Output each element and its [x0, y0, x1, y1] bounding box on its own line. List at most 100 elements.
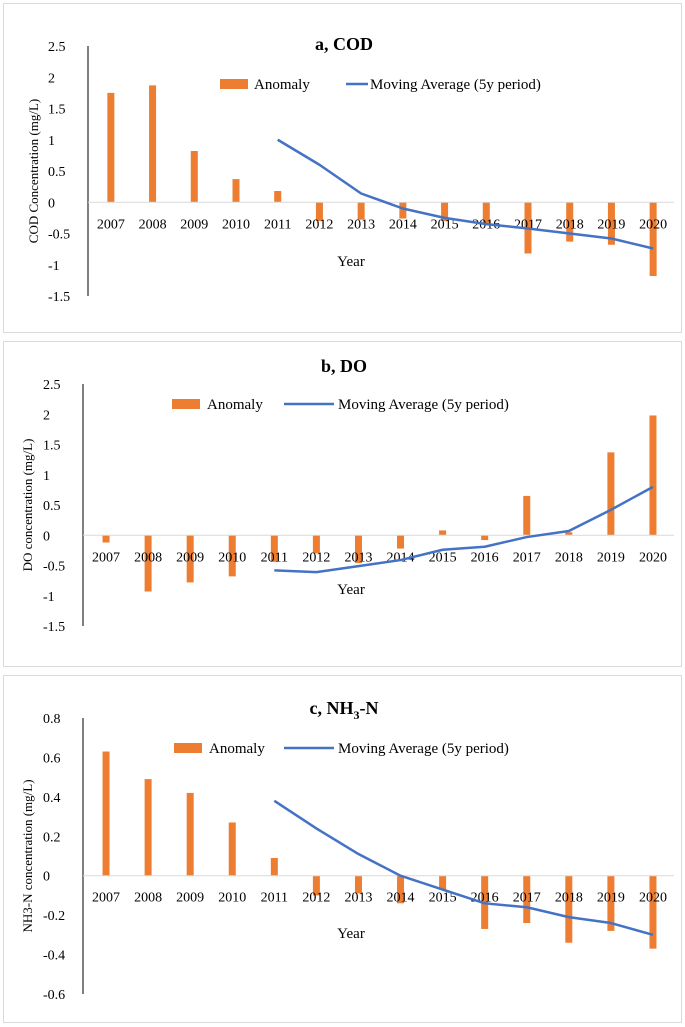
y-tick-label: 0	[43, 529, 50, 544]
x-tick-label: 2007	[97, 217, 125, 232]
x-tick-label: 2020	[639, 217, 667, 232]
y-tick-label: 2	[48, 71, 55, 86]
y-tick-label: 0.6	[43, 751, 61, 766]
anomaly-bar	[190, 151, 198, 203]
y-tick-label: 0.5	[43, 499, 61, 514]
anomaly-bar	[228, 535, 236, 577]
chart-panel-nh3n: c, NH3-N Anomaly Moving Average (5y period…	[3, 675, 682, 1023]
y-tick-label: 0.8	[43, 712, 61, 727]
anomaly-bar	[607, 875, 615, 931]
x-tick-label: 2010	[218, 550, 246, 565]
moving-average-line	[277, 138, 654, 250]
y-tick-label: 0	[43, 870, 50, 885]
anomaly-bar	[149, 85, 157, 203]
x-tick-label: 2018	[556, 217, 584, 232]
x-tick-label: 2019	[597, 550, 625, 565]
anomaly-bar	[107, 92, 115, 203]
x-axis-label: Year	[337, 926, 365, 942]
anomaly-bar	[566, 202, 574, 242]
legend-swatch-anomaly	[174, 743, 202, 753]
anomaly-bar	[649, 202, 657, 276]
x-tick-label: 2010	[218, 891, 246, 906]
x-tick-label: 2010	[222, 217, 250, 232]
legend-swatch-anomaly	[220, 79, 248, 89]
chart-title-subscript: 3	[354, 708, 360, 722]
chart-title: a, COD	[315, 34, 373, 54]
y-tick-label: -0.6	[43, 988, 65, 1003]
y-tick-label: 0.2	[43, 830, 61, 845]
chart-cod: a, COD Anomaly Moving Average (5y period) -…	[26, 34, 674, 305]
legend-label-anomaly: Anomaly	[254, 77, 310, 93]
anomaly-bar	[523, 495, 531, 536]
x-tick-label: 2012	[302, 550, 330, 565]
x-tick-label: 2015	[429, 550, 457, 565]
chart-title: c, NH3-N	[310, 698, 379, 722]
x-tick-label: 2014	[387, 891, 415, 906]
anomaly-bar	[357, 202, 365, 220]
chart-do: b, DO Anomaly Moving Average (5y period) -1…	[20, 356, 674, 635]
anomaly-bar	[186, 535, 194, 583]
x-tick-label: 2018	[555, 891, 583, 906]
y-tick-label: -1	[48, 259, 60, 274]
y-tick-label: 1.5	[43, 439, 61, 454]
moving-average-line	[273, 799, 654, 937]
anomaly-bar	[565, 532, 573, 536]
y-tick-label: 0	[48, 196, 55, 211]
legend-label-moving-average: Moving Average (5y period)	[370, 77, 541, 93]
anomaly-bar	[397, 875, 405, 904]
anomaly-bar	[482, 202, 490, 225]
x-tick-label: 2008	[139, 217, 167, 232]
x-tick-label: 2017	[513, 550, 541, 565]
chart-title-text: a, COD	[315, 34, 373, 54]
chart-panel-do: b, DO Anomaly Moving Average (5y period) -1…	[3, 341, 682, 667]
anomaly-bar	[565, 875, 573, 943]
chart-title-suffix: -N	[360, 698, 379, 718]
anomaly-bar	[102, 751, 110, 876]
anomaly-bar	[144, 535, 152, 592]
y-tick-label: 2.5	[48, 40, 66, 55]
y-tick-label: 1.5	[48, 103, 66, 118]
anomaly-bar	[649, 875, 657, 949]
anomaly-bar	[270, 535, 278, 562]
y-tick-label: -0.4	[43, 949, 65, 964]
anomaly-bar	[649, 415, 657, 536]
anomaly-bar	[312, 535, 320, 554]
y-axis-label: DO concentration (mg/L)	[20, 439, 35, 572]
y-tick-label: -0.2	[43, 909, 65, 924]
y-axis-label: NH3-N concentration (mg/L)	[20, 779, 35, 932]
chart-panel-cod: a, COD Anomaly Moving Average (5y period) -…	[3, 3, 682, 333]
x-tick-label: 2013	[347, 217, 375, 232]
y-tick-label: -1	[43, 590, 55, 605]
x-tick-label: 2019	[597, 217, 625, 232]
anomaly-bar	[399, 202, 407, 219]
anomaly-bar	[102, 535, 110, 543]
y-tick-label: 1	[43, 469, 50, 484]
x-tick-label: 2011	[261, 550, 288, 565]
x-tick-label: 2012	[302, 891, 330, 906]
anomaly-bar	[315, 202, 323, 221]
y-tick-label: 0.4	[43, 791, 61, 806]
anomaly-bar	[186, 792, 194, 876]
x-tick-label: 2015	[429, 891, 457, 906]
anomaly-bar	[439, 530, 447, 536]
x-tick-label: 2008	[134, 550, 162, 565]
x-tick-label: 2020	[639, 891, 667, 906]
anomaly-bar	[607, 452, 615, 536]
anomaly-bar	[274, 191, 282, 203]
y-tick-label: 2	[43, 408, 50, 423]
anomaly-bar	[232, 179, 240, 203]
x-tick-label: 2009	[176, 550, 204, 565]
x-tick-label: 2012	[305, 217, 333, 232]
y-tick-label: 2.5	[43, 378, 61, 393]
chart-title: b, DO	[321, 356, 367, 376]
legend-label-anomaly: Anomaly	[207, 397, 263, 413]
x-tick-label: 2013	[344, 891, 372, 906]
x-tick-label: 2020	[639, 550, 667, 565]
anomaly-bar	[481, 535, 489, 541]
anomaly-bar	[523, 875, 531, 924]
x-tick-label: 2014	[389, 217, 417, 232]
x-tick-label: 2015	[431, 217, 459, 232]
x-axis-label: Year	[337, 582, 365, 598]
y-tick-label: 1	[48, 134, 55, 149]
anomaly-bar	[270, 857, 278, 876]
